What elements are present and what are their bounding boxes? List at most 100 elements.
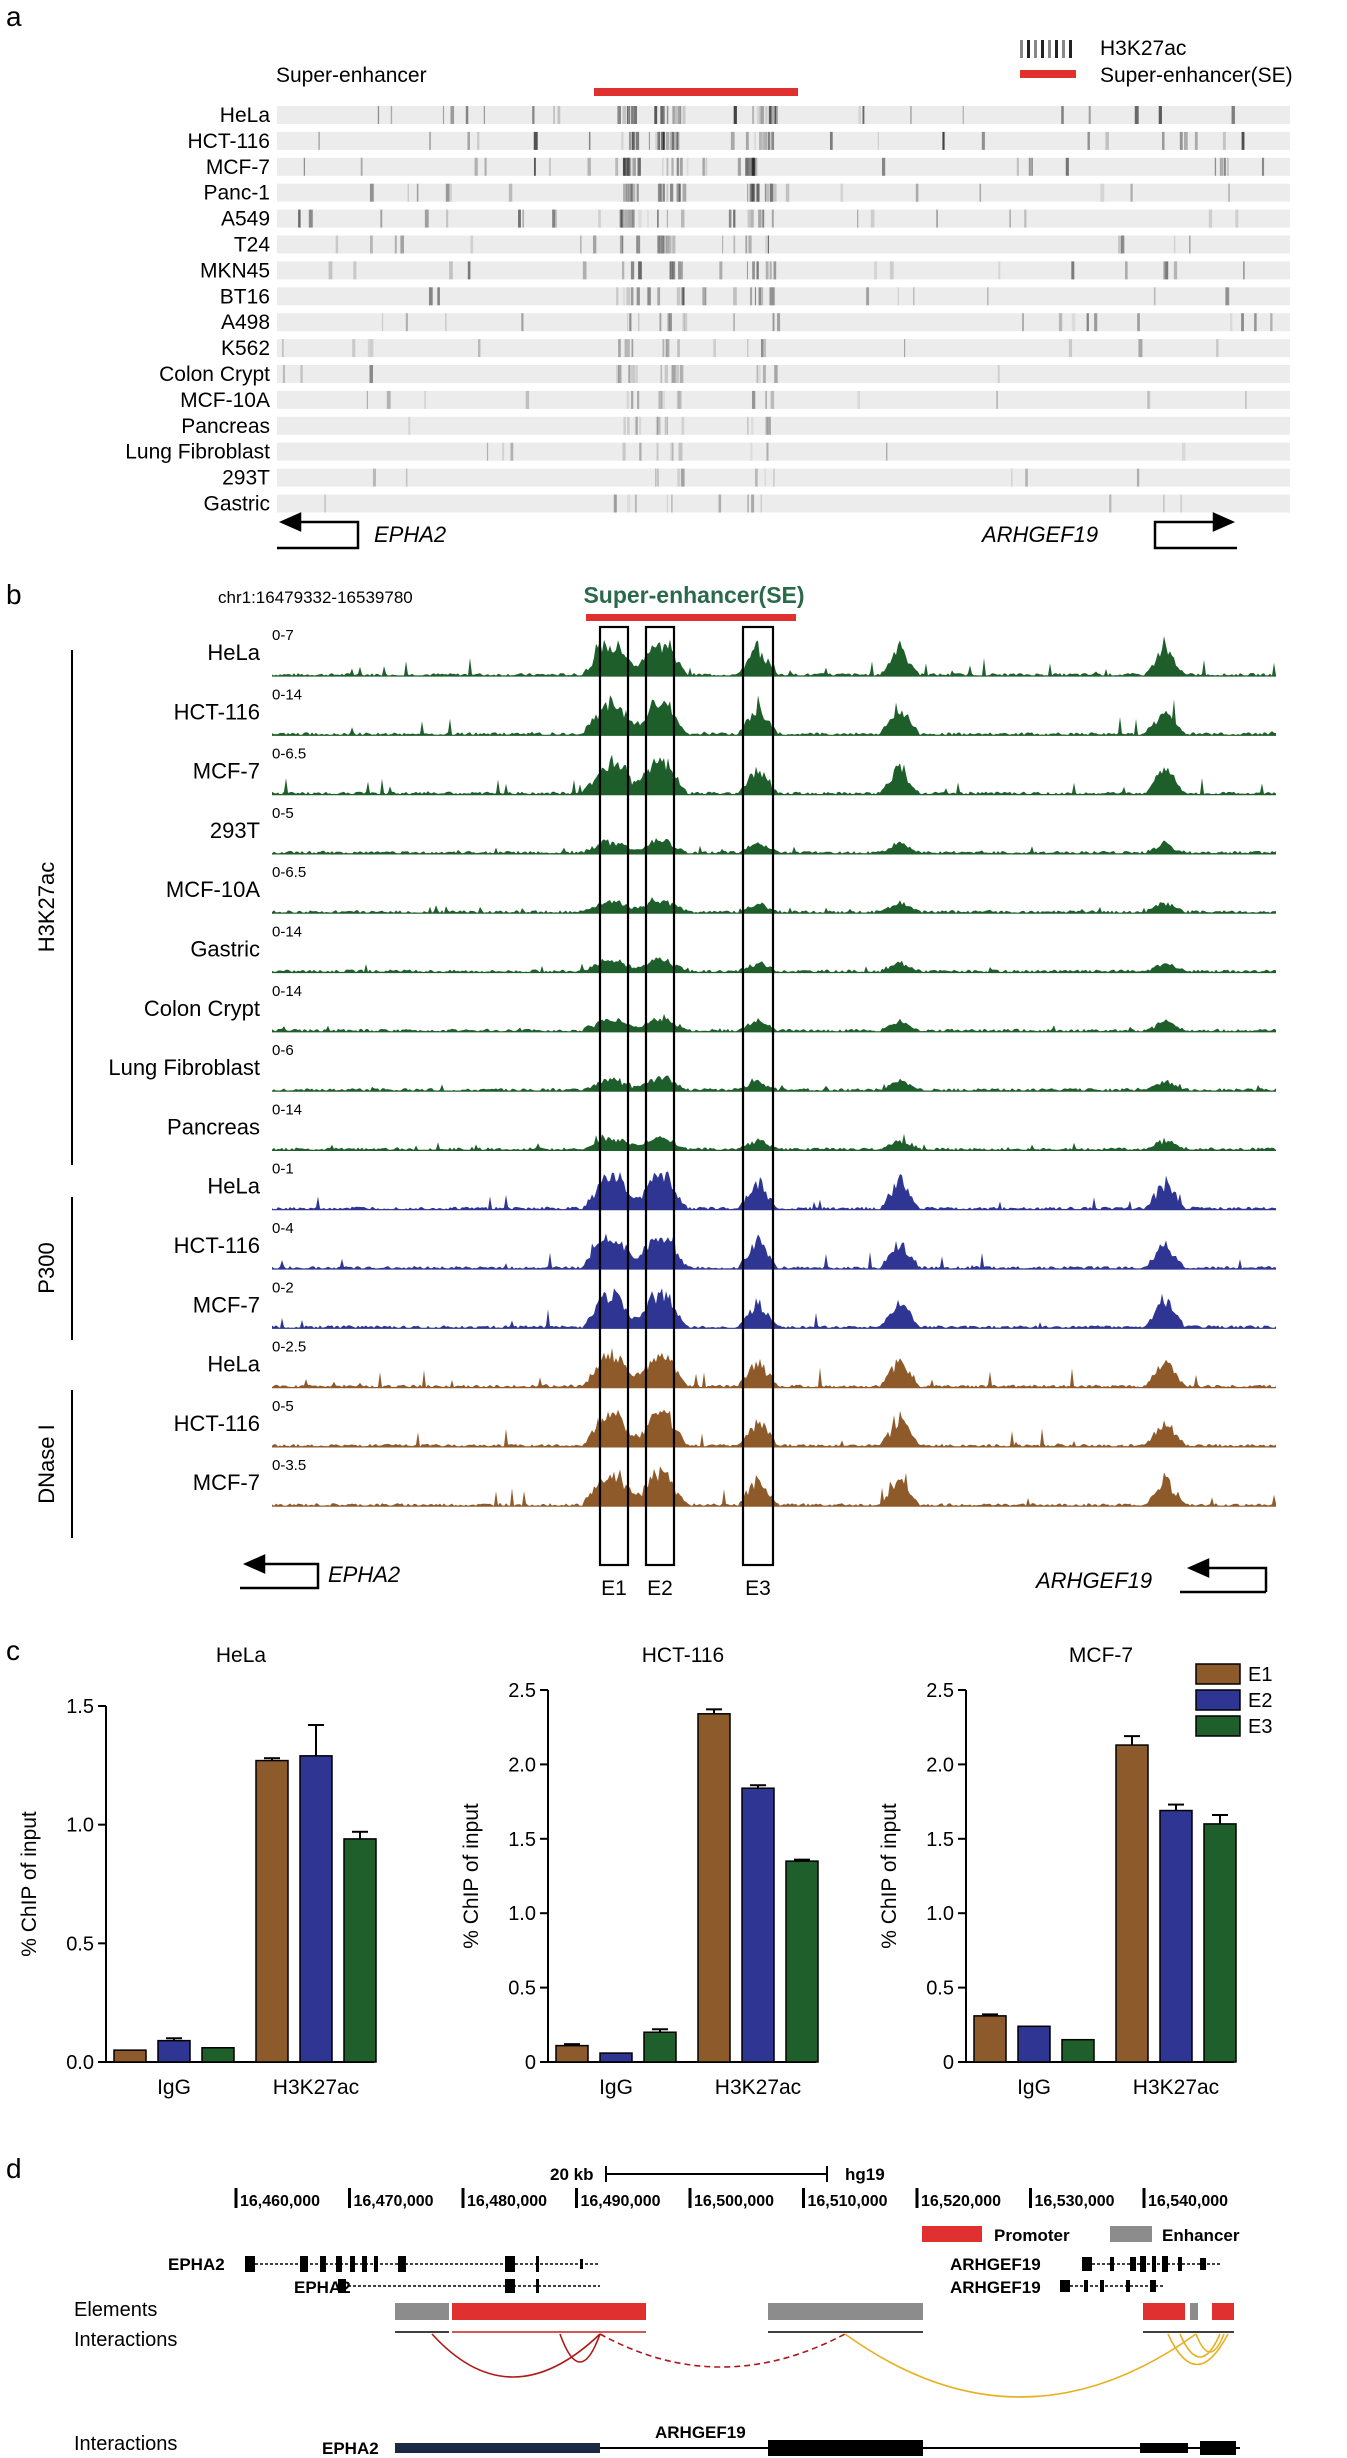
signal-mark [962, 106, 964, 124]
signal-mark [681, 287, 684, 306]
y-tick-label: 0.0 [66, 2052, 94, 2074]
x-category-label: H3K27ac [1133, 2076, 1219, 2099]
bar-e2 [299, 1755, 333, 2063]
signal-mark [1245, 390, 1247, 409]
signal-mark [733, 235, 736, 254]
bar-e3 [643, 2031, 677, 2063]
heatmap-row [277, 106, 1290, 124]
signal-mark [621, 235, 623, 254]
signal-mark [762, 365, 766, 383]
signal-mark [754, 287, 757, 306]
gene-exon [580, 2259, 583, 2269]
signal-mark [766, 442, 769, 461]
signal-mark [1173, 235, 1176, 254]
heatmap-row [277, 157, 1290, 176]
signal-mark [681, 416, 685, 435]
signal-mark [745, 157, 749, 176]
signal-mark [665, 131, 670, 150]
signal-mark [623, 416, 626, 435]
signal-mark [628, 209, 633, 228]
y-tick-label: 1.0 [508, 1903, 536, 1925]
signal-mark [660, 235, 665, 254]
y-tick-label: 0 [943, 2052, 954, 2074]
gene-exon [1100, 2280, 1104, 2292]
bottom-gene-arhgef19: ARHGEF19 [655, 2423, 746, 2442]
signal-mark [733, 106, 737, 124]
signal-mark [1118, 235, 1122, 254]
row-label: BT16 [220, 285, 270, 308]
signal-mark [628, 106, 631, 124]
signal-mark [660, 106, 664, 124]
signal-mark [765, 390, 767, 409]
panel-a-heatmap: Super-enhancer H3K27ac Super-enhancer(SE… [125, 37, 1293, 550]
signal-mark [525, 390, 530, 409]
signal-mark [665, 235, 667, 254]
gene-exon [1126, 2280, 1130, 2292]
signal-mark [1024, 209, 1027, 228]
signal-mark [668, 313, 672, 332]
signal-mark [748, 157, 752, 176]
y-tick-label: 2.0 [926, 1754, 954, 1776]
gene-exon [505, 2279, 515, 2293]
signal-mark [616, 287, 619, 306]
signal-mark [682, 183, 687, 202]
signal-mark [445, 183, 450, 202]
signal-mark [679, 157, 683, 176]
y-axis-label: % ChIP of input [18, 1811, 41, 1957]
gene-exon [536, 2256, 539, 2272]
gene-exon [1152, 2256, 1156, 2272]
signal-mark [748, 235, 752, 254]
signal-mark [657, 235, 660, 254]
bar-e3 [785, 1860, 819, 2063]
signal-mark [1121, 235, 1125, 254]
signal-mark [904, 339, 906, 358]
signal-mark [1016, 157, 1019, 176]
ruler-tick [688, 2188, 692, 2208]
signal-mark [749, 287, 753, 306]
bar-e2 [741, 1787, 775, 2063]
signal-mark [681, 261, 683, 280]
signal-mark [324, 494, 326, 513]
signal-mark [619, 209, 623, 228]
signal-mark [648, 131, 650, 150]
row-label-elements: Elements [74, 2299, 157, 2321]
ruler-tick [915, 2188, 919, 2208]
signal-mark [631, 339, 634, 358]
signal-mark [465, 106, 469, 124]
signal-mark [874, 261, 878, 280]
signal-mark [552, 209, 556, 228]
y-tick-label: 0.5 [926, 1978, 954, 2000]
y-tick-label: 0 [525, 2052, 536, 2074]
signal-mark [533, 157, 536, 176]
signal-mark [629, 313, 632, 332]
track-label: HCT-116 [174, 1411, 260, 1436]
signal-mark [1179, 131, 1183, 150]
signal-mark [998, 261, 1001, 280]
signal-mark [745, 131, 749, 150]
scale-bar [605, 2166, 828, 2182]
track-label: HeLa [207, 1174, 260, 1199]
signal-mark [666, 209, 668, 228]
signal-mark [666, 106, 669, 124]
panel-b-enhancer-boxes: E1 E2 E3 [598, 625, 775, 1600]
signal-mark [1214, 157, 1217, 176]
gene-exon [1178, 2257, 1182, 2271]
signal-mark [750, 209, 754, 228]
row-label-interactions-2: Interactions [74, 2433, 177, 2455]
gene-exon [1162, 2256, 1168, 2272]
signal-mark [335, 235, 339, 254]
signal-mark [659, 313, 662, 332]
row-label: T24 [234, 234, 271, 257]
signal-mark [360, 157, 363, 176]
signal-mark [630, 287, 634, 306]
ruler-tick [1029, 2188, 1032, 2208]
signal-mark [632, 131, 636, 150]
heatmap-row [277, 183, 1290, 202]
gene-exon [338, 2279, 346, 2293]
signal-mark [636, 235, 641, 254]
heatmap-row [277, 365, 1290, 383]
signal-mark [677, 183, 681, 202]
signal-mark [747, 183, 749, 202]
signal-mark [751, 157, 756, 176]
signal-mark [1149, 390, 1151, 409]
